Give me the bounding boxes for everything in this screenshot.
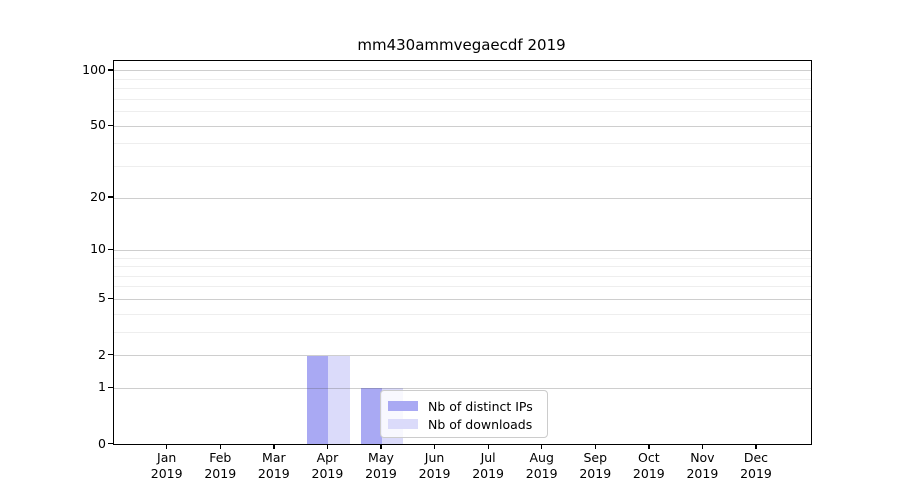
y-gridline-major-1 (114, 387, 811, 389)
y-tick-label-1: 1 (98, 379, 106, 395)
chart-title: mm430ammvegaecdf 2019 (357, 36, 566, 54)
bar-nb-of-distinct-ips-may (360, 388, 382, 444)
x-tick-year: 2019 (472, 465, 505, 481)
legend-swatch-distinct-ips (388, 400, 418, 412)
y-gridline-minor-80 (114, 88, 811, 90)
x-tick-month: May (368, 450, 394, 465)
x-tick-label-oct: Oct 2019 (617, 450, 681, 481)
y-tick-label-5: 5 (98, 290, 106, 306)
x-tick-year: 2019 (579, 465, 612, 481)
y-gridline-minor-70 (114, 98, 811, 100)
x-tick-year: 2019 (740, 465, 772, 481)
x-tick-month: Sep (583, 450, 608, 465)
y-gridline-minor-90 (114, 78, 811, 80)
x-tick-label-dec: Dec 2019 (724, 450, 788, 481)
x-tick-label-apr: Apr 2019 (295, 450, 359, 481)
y-gridline-major-10 (114, 249, 811, 251)
y-tick-label-20: 20 (90, 189, 106, 205)
y-tick-50 (108, 124, 113, 126)
x-tick-month: Feb (209, 450, 232, 465)
x-tick-label-sep: Sep 2019 (563, 450, 627, 481)
y-gridline-minor-60 (114, 111, 811, 113)
x-tick-month: Dec (743, 450, 769, 465)
x-tick-year: 2019 (311, 465, 344, 481)
x-tick-feb (219, 444, 221, 449)
x-tick-jun (433, 444, 436, 449)
y-tick-label-0: 0 (98, 435, 106, 451)
legend-label-distinct-ips: Nb of distinct IPs (428, 398, 533, 414)
x-tick-year: 2019 (525, 465, 558, 481)
y-tick-label-10: 10 (90, 241, 106, 257)
y-tick-label-100: 100 (82, 61, 106, 77)
x-tick-jul (487, 444, 489, 449)
x-tick-sep (594, 444, 596, 449)
y-gridline-minor-3 (114, 331, 811, 333)
x-tick-apr (326, 444, 329, 449)
x-tick-month: Jun (424, 450, 445, 465)
x-tick-oct (648, 444, 650, 449)
y-tick-5 (108, 297, 113, 300)
legend-swatch-downloads (388, 418, 418, 430)
x-tick-nov (701, 444, 704, 449)
x-tick-month: Aug (529, 450, 554, 465)
x-tick-label-nov: Nov 2019 (670, 450, 734, 481)
x-tick-label-aug: Aug 2019 (510, 450, 574, 481)
x-tick-month: Jan (157, 450, 177, 465)
y-gridline-minor-8 (114, 266, 811, 268)
y-tick-1 (108, 386, 113, 389)
y-tick-0 (108, 442, 113, 445)
bar-nb-of-distinct-ips-apr (307, 355, 329, 444)
legend: Nb of distinct IPs Nb of downloads (380, 390, 548, 438)
bar-nb-of-downloads-apr (328, 355, 350, 444)
y-gridline-minor-6 (114, 286, 811, 288)
y-tick-2 (108, 353, 113, 356)
x-tick-label-may: May 2019 (349, 450, 413, 481)
plot-area: Nb of distinct IPs Nb of downloads (113, 60, 812, 445)
x-tick-month: Jul (480, 450, 496, 465)
legend-label-downloads: Nb of downloads (428, 416, 533, 432)
x-tick-month: Nov (690, 450, 715, 465)
x-tick-year: 2019 (204, 465, 237, 481)
legend-item-distinct-ips: Nb of distinct IPs (388, 397, 540, 415)
y-tick-100 (108, 69, 113, 71)
legend-item-downloads: Nb of downloads (388, 415, 540, 433)
x-tick-year: 2019 (632, 465, 665, 481)
x-tick-year: 2019 (150, 465, 183, 481)
y-gridline-major-100 (114, 70, 811, 72)
y-gridline-major-50 (114, 125, 811, 127)
x-tick-jan (166, 444, 168, 449)
y-gridline-major-5 (114, 298, 811, 300)
x-tick-month: Mar (262, 450, 286, 465)
y-gridline-minor-30 (114, 166, 811, 167)
y-tick-label-50: 50 (90, 117, 106, 133)
y-tick-20 (108, 196, 113, 198)
y-gridline-minor-40 (114, 143, 811, 145)
x-tick-label-mar: Mar 2019 (242, 450, 306, 481)
y-gridline-minor-9 (114, 257, 811, 259)
x-tick-label-jul: Jul 2019 (456, 450, 520, 481)
x-tick-label-feb: Feb 2019 (188, 450, 252, 481)
x-tick-year: 2019 (257, 465, 290, 481)
x-tick-month: Apr (316, 450, 339, 465)
x-tick-may (380, 444, 382, 449)
x-tick-year: 2019 (365, 465, 397, 481)
y-tick-10 (108, 248, 113, 251)
x-tick-aug (541, 444, 543, 449)
x-tick-month: Oct (638, 450, 660, 465)
y-gridline-minor-7 (114, 275, 811, 277)
y-gridline-major-2 (114, 355, 811, 357)
x-tick-mar (273, 444, 275, 449)
y-tick-label-2: 2 (98, 346, 106, 362)
x-tick-year: 2019 (418, 465, 451, 481)
x-tick-label-jun: Jun 2019 (403, 450, 467, 481)
y-gridline-major-20 (114, 197, 811, 199)
x-tick-label-jan: Jan 2019 (135, 450, 199, 481)
x-tick-year: 2019 (686, 465, 719, 481)
y-gridline-minor-4 (114, 313, 811, 315)
x-tick-dec (755, 444, 757, 449)
